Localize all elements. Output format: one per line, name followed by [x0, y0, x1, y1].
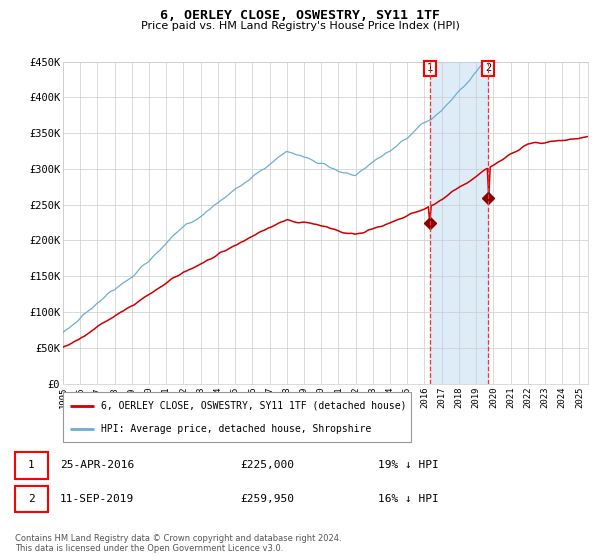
Text: 19% ↓ HPI: 19% ↓ HPI: [378, 460, 439, 470]
Text: 11-SEP-2019: 11-SEP-2019: [60, 494, 134, 504]
Text: 1: 1: [28, 460, 35, 470]
Text: 2: 2: [28, 494, 35, 504]
Text: 1: 1: [427, 63, 433, 73]
FancyBboxPatch shape: [63, 392, 411, 442]
Text: 2: 2: [485, 63, 491, 73]
Text: HPI: Average price, detached house, Shropshire: HPI: Average price, detached house, Shro…: [101, 424, 371, 434]
Text: Contains HM Land Registry data © Crown copyright and database right 2024.
This d: Contains HM Land Registry data © Crown c…: [15, 534, 341, 553]
Bar: [430, 62, 488, 384]
Text: £225,000: £225,000: [240, 460, 294, 470]
Text: 25-APR-2016: 25-APR-2016: [60, 460, 134, 470]
Text: Price paid vs. HM Land Registry's House Price Index (HPI): Price paid vs. HM Land Registry's House …: [140, 21, 460, 31]
Text: 6, OERLEY CLOSE, OSWESTRY, SY11 1TF: 6, OERLEY CLOSE, OSWESTRY, SY11 1TF: [160, 9, 440, 22]
Text: £259,950: £259,950: [240, 494, 294, 504]
Text: 6, OERLEY CLOSE, OSWESTRY, SY11 1TF (detached house): 6, OERLEY CLOSE, OSWESTRY, SY11 1TF (det…: [101, 400, 407, 410]
Text: 16% ↓ HPI: 16% ↓ HPI: [378, 494, 439, 504]
